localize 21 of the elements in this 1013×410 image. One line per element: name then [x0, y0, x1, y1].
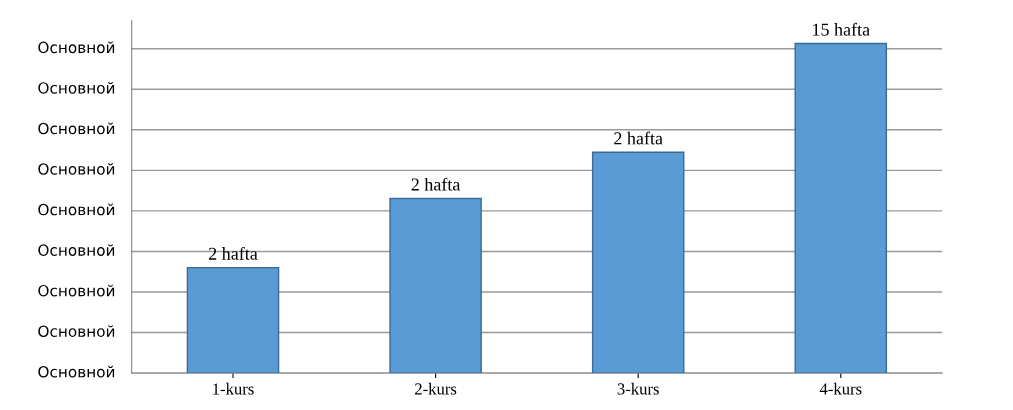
x-tick-label: 1-kurs [213, 382, 254, 395]
annotation: 2 hafta [411, 177, 461, 191]
x-tick-label: 2-kurs [415, 382, 457, 395]
annotation: 2 hafta [614, 131, 663, 145]
annotation: 15 hafta [813, 22, 870, 36]
text: Основной [38, 81, 115, 94]
text: Основной [38, 122, 115, 135]
x-tick-label: 3-kurs [617, 382, 659, 395]
bar [186, 266, 280, 374]
text: Основной [38, 203, 115, 216]
text: Основной [38, 365, 115, 378]
bar [591, 151, 685, 374]
text: Основной [38, 325, 115, 337]
text: Основной [38, 244, 115, 256]
annotation: 2 hafta [208, 246, 258, 260]
bar [389, 197, 482, 374]
text: Основной [38, 284, 115, 297]
text: Основной [38, 163, 115, 175]
x-tick-label: 4-kurs [819, 382, 862, 395]
bar [794, 42, 888, 374]
text: Основной [38, 41, 115, 54]
